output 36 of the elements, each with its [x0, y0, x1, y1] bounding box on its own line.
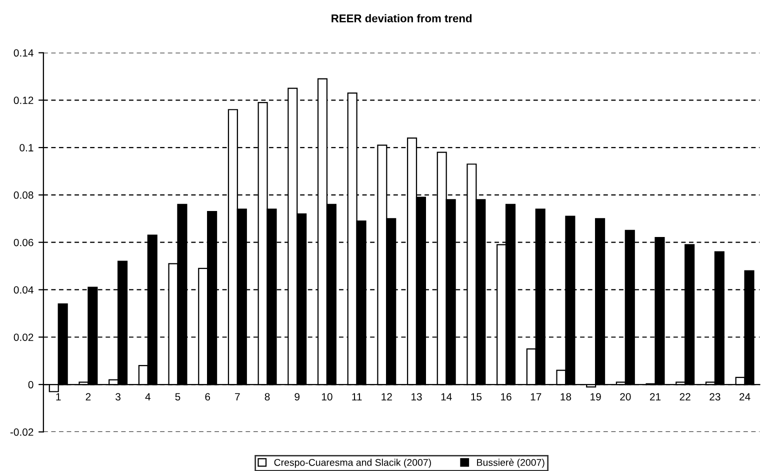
x-tick-label: 1: [56, 393, 61, 400]
y-tick-label: 0.08: [14, 191, 34, 199]
y-tick-label: 0.02: [14, 334, 34, 341]
y-tick-label: 0.12: [14, 96, 34, 104]
y-tick-label: 0.1: [20, 144, 34, 152]
x-tick-label: 24: [740, 393, 750, 400]
x-tick-label: 11: [352, 393, 362, 400]
y-tick-label: 0.04: [14, 286, 34, 294]
x-tick-label: 15: [471, 393, 482, 400]
x-tick-label: 23: [710, 393, 720, 400]
y-tick-label: 0.14: [14, 49, 34, 57]
x-tick-label: 19: [590, 393, 601, 400]
x-tick-label: 5: [175, 393, 180, 400]
x-tick-label: 17: [530, 393, 542, 400]
x-tick-label: 2: [86, 393, 91, 400]
x-tick-label: 18: [560, 393, 572, 400]
x-tick-label: 8: [264, 393, 270, 400]
x-tick-label: 3: [116, 393, 120, 400]
legend-label: Bussierè (2007): [477, 458, 544, 468]
chart-title: REER deviation from trend: [332, 14, 472, 22]
x-tick-label: 12: [382, 393, 392, 400]
x-tick-label: 16: [501, 393, 512, 400]
x-tick-label: 4: [145, 393, 150, 400]
x-tick-label: 14: [441, 393, 452, 400]
x-tick-label: 10: [322, 393, 332, 400]
y-tick-label: -0.02: [10, 428, 34, 436]
x-tick-label: 7: [235, 393, 240, 400]
x-tick-label: 9: [294, 393, 300, 400]
y-tick-label: 0.06: [14, 238, 34, 246]
x-tick-label: 20: [620, 393, 631, 400]
x-tick-label: 21: [650, 393, 661, 400]
y-tick-label: 0: [28, 381, 34, 388]
x-tick-label: 22: [680, 393, 690, 400]
x-tick-label: 6: [205, 393, 210, 400]
x-tick-label: 13: [412, 393, 422, 400]
legend-label: Crespo-Cuaresma and Slacik (2007): [274, 458, 431, 468]
